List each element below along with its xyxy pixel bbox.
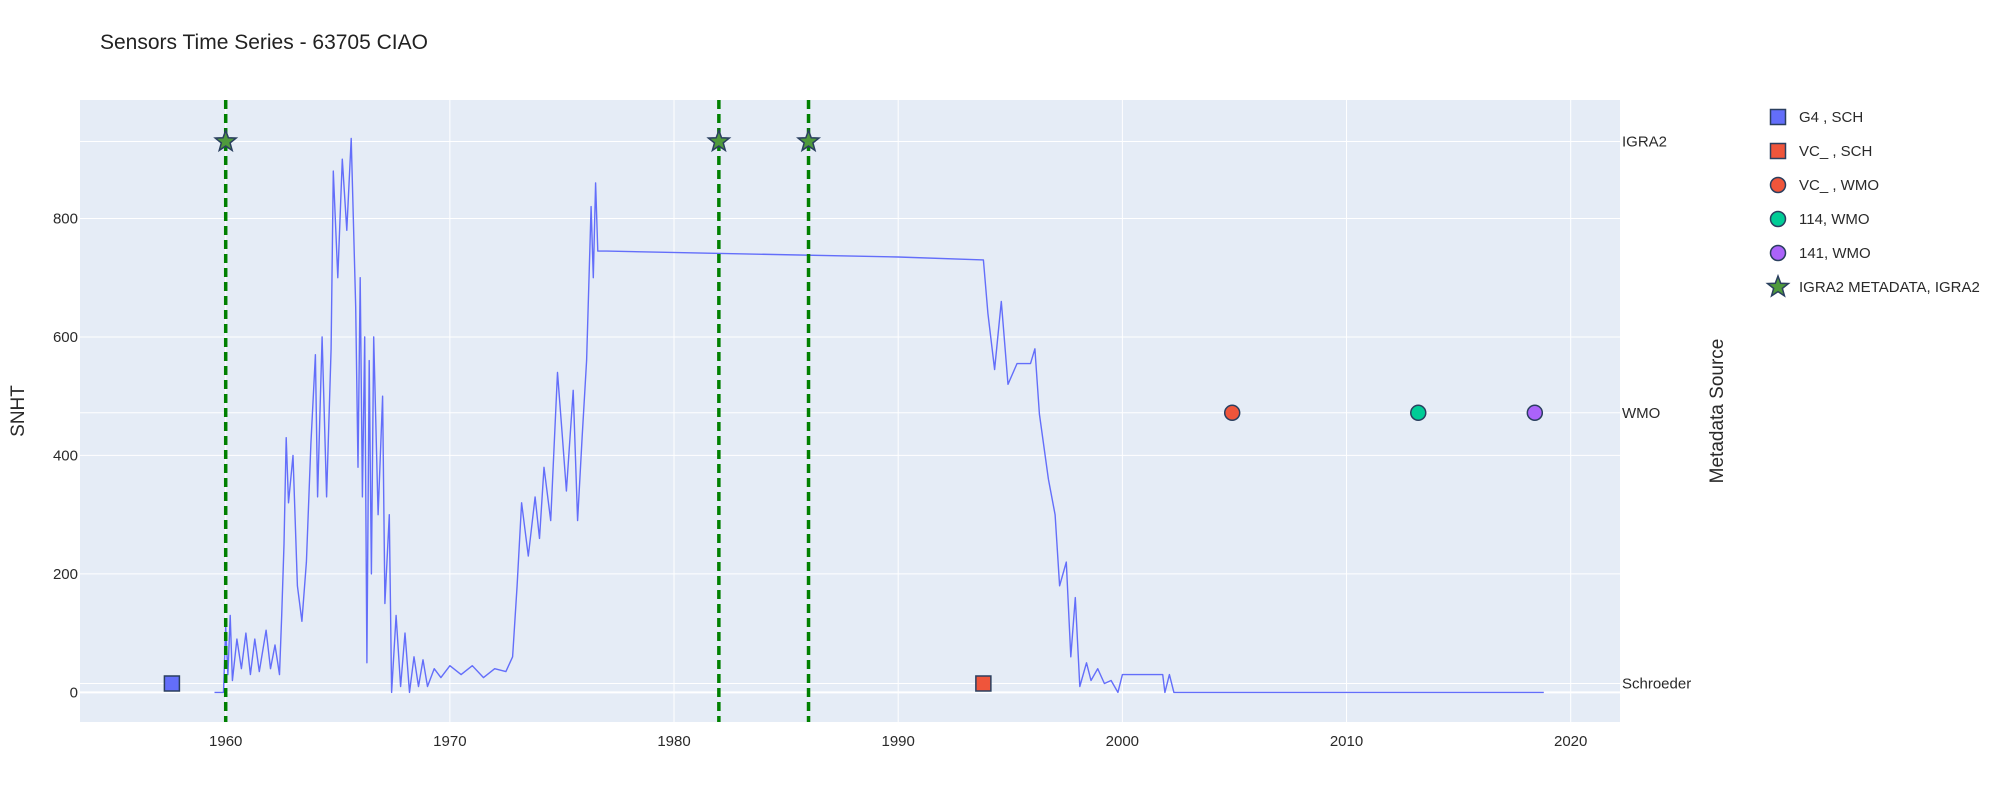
x-tick-label: 2020 [1554,733,1587,750]
legend-square-icon [1769,108,1787,126]
metadata-marker-star[interactable] [706,128,732,153]
metadata-marker-star[interactable] [796,128,822,153]
metadata-markers [163,128,1544,692]
legend-item[interactable]: VC_ , WMO [1769,176,1880,194]
legend: G4 , SCH VC_ , SCH VC_ , WMO 114, WMO 141, W… [1765,108,1980,298]
x-tick-label: 1960 [209,733,242,750]
legend-circle-icon [1769,176,1787,194]
y-tick-label: 400 [53,447,78,464]
metadata-marker-star[interactable] [213,128,239,153]
y-tick-label: 600 [53,329,78,346]
metadata-marker-circle[interactable] [1526,404,1544,422]
legend-label: VC_ , SCH [1799,143,1872,160]
metadata-marker-square[interactable] [163,675,181,692]
snht-line [214,137,1544,694]
legend-label: IGRA2 METADATA, IGRA2 [1799,279,1980,296]
x-tick-label: 2010 [1330,733,1363,750]
y-tick-label: 800 [53,210,78,227]
y-tick-label: 200 [53,566,78,583]
legend-circle-icon [1769,210,1787,228]
y-tick-label: 0 [70,684,78,701]
legend-label: 141, WMO [1799,245,1871,262]
grid-lines [80,100,1620,722]
plot-area[interactable] [80,100,1620,722]
x-tick-label: 1970 [433,733,466,750]
y2-tick-label: WMO [1622,405,1660,422]
x-tick-label: 1980 [657,733,690,750]
y2-axis-title: Metadata Source [1707,339,1728,484]
legend-item[interactable]: 141, WMO [1769,244,1871,262]
metadata-marker-square[interactable] [975,675,992,692]
metadata-marker-circle[interactable] [1410,404,1427,422]
legend-label: VC_ , WMO [1799,177,1879,194]
legend-item[interactable]: VC_ , SCH [1769,142,1873,160]
legend-label: G4 , SCH [1799,109,1863,126]
x-tick-label: 2000 [1106,733,1139,750]
chart-title: Sensors Time Series - 63705 CIAO [100,31,428,54]
legend-circle-icon [1769,244,1787,262]
y2-tick-label: IGRA2 [1622,133,1667,150]
legend-item[interactable]: 114, WMO [1769,210,1870,228]
axes: 1960 1970 1980 1990 2000 2010 2020 0 200 400 600 80… [53,133,1691,750]
legend-square-icon [1769,142,1787,160]
legend-star-icon [1765,273,1791,298]
event-vertical-lines [223,100,811,722]
legend-item[interactable]: IGRA2 METADATA, IGRA2 [1765,273,1980,298]
metadata-marker-circle[interactable] [1223,404,1241,422]
legend-label: 114, WMO [1799,211,1870,228]
x-tick-label: 1990 [882,733,915,750]
snht-line-series [214,137,1544,694]
legend-item[interactable]: G4 , SCH [1769,108,1864,126]
y-axis-title: SNHT [8,385,29,437]
y2-tick-label: Schroeder [1622,675,1691,692]
